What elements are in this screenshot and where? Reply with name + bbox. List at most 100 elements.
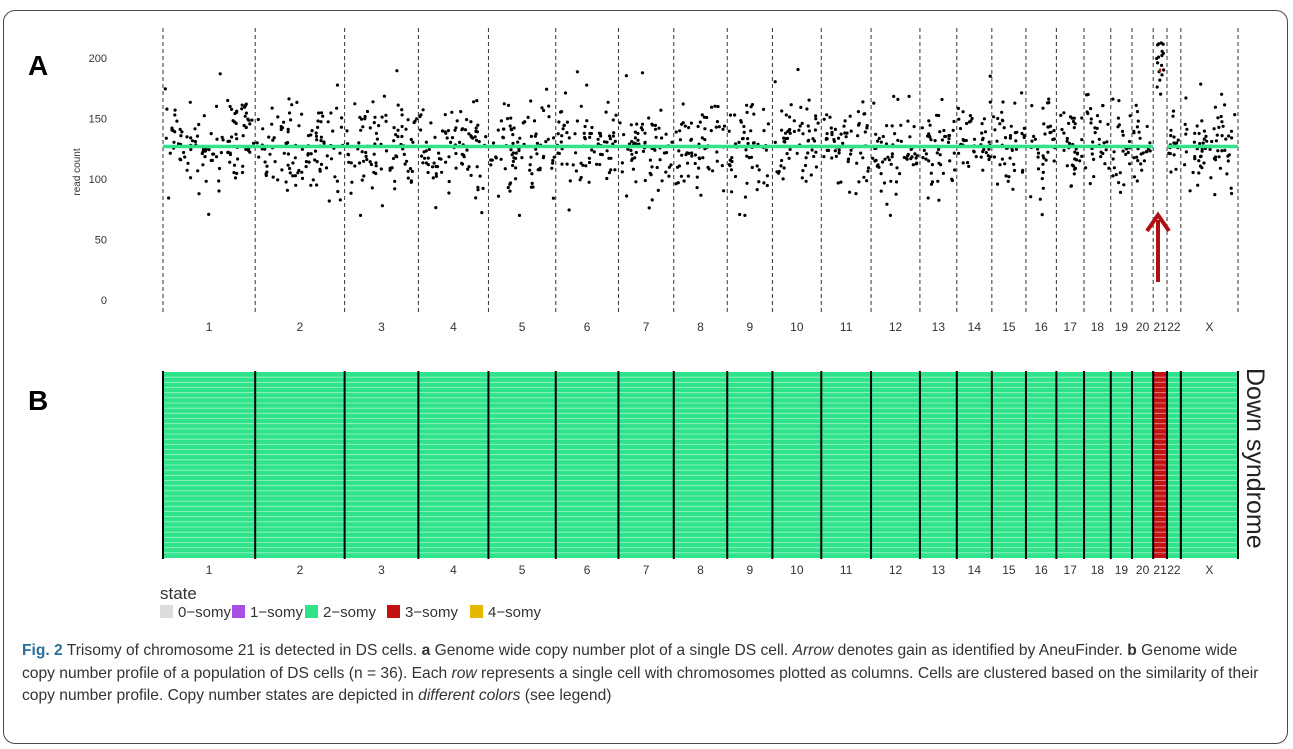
read-count-point [469, 173, 473, 177]
read-count-point [263, 147, 267, 151]
read-count-point [476, 123, 480, 127]
read-count-point [583, 124, 587, 129]
read-count-point [574, 169, 579, 173]
read-count-point [607, 171, 612, 175]
read-count-point [980, 122, 984, 126]
read-count-point [969, 119, 973, 123]
read-count-point [865, 124, 869, 128]
read-count-point [896, 97, 900, 101]
read-count-point [314, 131, 318, 135]
read-count-point [362, 174, 366, 178]
read-count-point [534, 147, 538, 151]
read-count-point [466, 167, 470, 171]
read-count-point [855, 161, 859, 165]
read-count-point [185, 168, 189, 172]
read-count-point [197, 122, 201, 127]
read-count-point [1117, 99, 1121, 103]
read-count-point [1111, 157, 1115, 161]
read-count-point [1188, 189, 1192, 193]
read-count-point [685, 151, 689, 155]
panel-a-chr-label-1: 1 [206, 320, 213, 334]
panel-a-chr-label-7: 7 [643, 320, 650, 334]
read-count-point [1080, 138, 1084, 142]
read-count-point [364, 150, 368, 155]
read-count-point [240, 107, 244, 111]
read-count-point [800, 176, 804, 180]
read-count-point [422, 150, 426, 154]
panel-a-y-tick-100: 100 [89, 174, 107, 186]
read-count-point [745, 110, 749, 114]
read-count-point [662, 151, 667, 155]
read-count-point [268, 152, 272, 156]
read-count-point [729, 168, 734, 172]
read-count-point [992, 115, 996, 119]
read-count-point [861, 156, 865, 160]
read-count-point [1136, 159, 1140, 163]
read-count-point [429, 121, 433, 125]
read-count-point [1065, 139, 1069, 143]
read-count-point [579, 104, 583, 108]
read-count-point [248, 150, 252, 154]
read-count-point [1225, 172, 1229, 176]
read-count-point [686, 174, 691, 178]
read-count-point [798, 124, 802, 128]
read-count-point [1193, 157, 1197, 161]
read-count-point [271, 138, 275, 142]
read-count-point [406, 169, 410, 173]
read-count-point [876, 139, 880, 143]
read-count-point [501, 136, 505, 140]
read-count-point [787, 156, 791, 160]
panel-b-chr-label-18: 18 [1091, 563, 1105, 577]
read-count-point [293, 174, 297, 178]
read-count-point [1070, 163, 1074, 167]
read-count-point [1233, 113, 1237, 117]
read-count-point [1111, 97, 1115, 101]
gain-arrow [1145, 211, 1171, 282]
read-count-point [315, 160, 319, 164]
read-count-point [363, 117, 367, 121]
read-count-point [599, 134, 603, 138]
read-count-point [890, 152, 895, 156]
read-count-point [947, 133, 951, 138]
read-count-point [634, 142, 638, 146]
read-count-point [217, 179, 221, 183]
read-count-point [172, 140, 176, 144]
read-count-point [814, 117, 818, 121]
read-count-point [333, 175, 337, 179]
read-count-point [1116, 125, 1120, 129]
read-count-point [1007, 175, 1011, 179]
read-count-point [865, 126, 869, 130]
read-count-point [979, 155, 983, 159]
read-count-point [899, 139, 903, 143]
caption-b-italic-1: row [451, 664, 477, 682]
read-count-point [211, 152, 215, 156]
read-count-point [1047, 101, 1051, 105]
read-count-point [307, 160, 311, 164]
read-count-point [270, 106, 274, 110]
read-count-point [587, 180, 591, 184]
read-count-point [806, 139, 810, 143]
read-count-point [678, 138, 683, 142]
read-count-point [1227, 134, 1231, 138]
read-count-point [419, 128, 423, 132]
read-count-point [163, 87, 167, 91]
read-count-point [338, 198, 342, 202]
read-count-point [265, 164, 269, 168]
read-count-point [297, 124, 301, 128]
read-count-point [1095, 114, 1100, 118]
read-count-point [1022, 135, 1026, 140]
read-count-point [359, 128, 363, 132]
read-count-point [952, 119, 956, 124]
read-count-point [849, 152, 853, 156]
read-count-point [317, 111, 321, 115]
read-count-point [1002, 126, 1006, 130]
read-count-point [489, 163, 493, 167]
read-count-point [228, 160, 232, 164]
read-count-point [780, 128, 784, 132]
read-count-point [1052, 137, 1056, 141]
read-count-point [1097, 137, 1101, 141]
read-count-point [641, 149, 646, 153]
read-count-point [986, 154, 990, 158]
read-count-point [1112, 150, 1116, 154]
read-count-point [1132, 129, 1136, 133]
